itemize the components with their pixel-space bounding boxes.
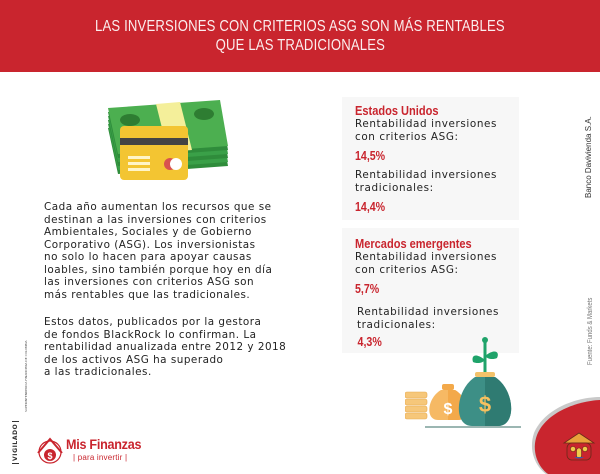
region-title: Estados Unidos [355, 103, 439, 118]
paragraph-line: Cada año aumentan los recursos que se [44, 201, 272, 213]
region-title: Mercados emergentes [355, 236, 472, 251]
traditional-value: 4,3% [357, 335, 382, 349]
traditional-value: 14,4% [355, 200, 386, 214]
paragraph-line: Corporativo (ASG). Los inversionistas [44, 238, 256, 251]
asg-label: Rentabilidad inversiones [355, 118, 498, 130]
superintendencia-label: SUPERINTENDENCIA FINANCIERA DE COLOMBIA [24, 340, 28, 412]
paragraph-line: loables, sino también porque hoy en día [44, 263, 273, 276]
stat-box-emerging-markets: Mercados emergentes Rentabilidad inversi… [342, 228, 519, 353]
traditional-label: tradicionales: [355, 181, 434, 194]
paragraph-line: a las tradicionales. [44, 366, 152, 378]
mis-finanzas-logo: $ Mis Finanzas | para invertir | [36, 433, 146, 469]
paragraph-line: más rentables que las tradicionales. [44, 288, 251, 301]
paragraph-line: rentabilidad anualizada entre 2012 y 201… [44, 341, 287, 353]
asg-label: Rentabilidad inversiones [355, 251, 498, 263]
title-line-2: QUE LAS TRADICIONALES [215, 37, 385, 54]
traditional-label: Rentabilidad inversiones [357, 306, 500, 318]
vigilado-label: VIGILADO [12, 420, 19, 464]
svg-text:$: $ [47, 451, 52, 461]
asg-value: 14,5% [355, 149, 386, 163]
blackrock-paragraph: Estos datos, publicados por la gestora d… [44, 316, 286, 379]
title-banner: LAS INVERSIONES CON CRITERIOS ASG SON MÁ… [0, 0, 600, 72]
asg-label: con criterios ASG: [355, 130, 459, 143]
paragraph-line: Ambientales, Sociales y de Gobierno [44, 226, 252, 238]
asg-value: 5,7% [355, 282, 380, 296]
davivienda-house-mascot-icon [531, 397, 600, 474]
stat-box-united-states: Estados Unidos Rentabilidad inversiones … [342, 97, 519, 220]
svg-text:$: $ [444, 401, 453, 418]
svg-text:$: $ [479, 392, 491, 417]
traditional-label: tradicionales: [357, 318, 436, 331]
logo-title: Mis Finanzas [66, 436, 142, 452]
asg-label: con criterios ASG: [355, 263, 459, 276]
paragraph-line: destinan a las inversiones con criterios [44, 213, 267, 226]
paragraph-line: Estos datos, publicados por la gestora [44, 316, 262, 328]
money-bags-with-plant-and-coins-icon: $ $ [405, 337, 521, 428]
traditional-label: Rentabilidad inversiones [355, 169, 498, 181]
logo-subtitle: | para invertir | [73, 453, 128, 462]
bank-name-label: Banco Davivienda S.A. [584, 116, 593, 198]
title-line-1: LAS INVERSIONES CON CRITERIOS ASG SON MÁ… [95, 18, 505, 35]
paragraph-line: no solo lo hacen para apoyar causas [44, 251, 252, 263]
source-label: Fuente: Funds & Markets [585, 297, 594, 365]
paragraph-line: de fondos BlackRock lo confirman. La [44, 328, 257, 341]
money-stack-with-credit-card-icon [108, 100, 228, 180]
paragraph-line: de los activos ASG ha superado [44, 353, 224, 366]
intro-paragraph: Cada año aumentan los recursos que se de… [44, 201, 272, 301]
house-dollar-icon: $ [37, 437, 63, 464]
paragraph-line: las inversiones con criterios ASG son [44, 276, 255, 288]
